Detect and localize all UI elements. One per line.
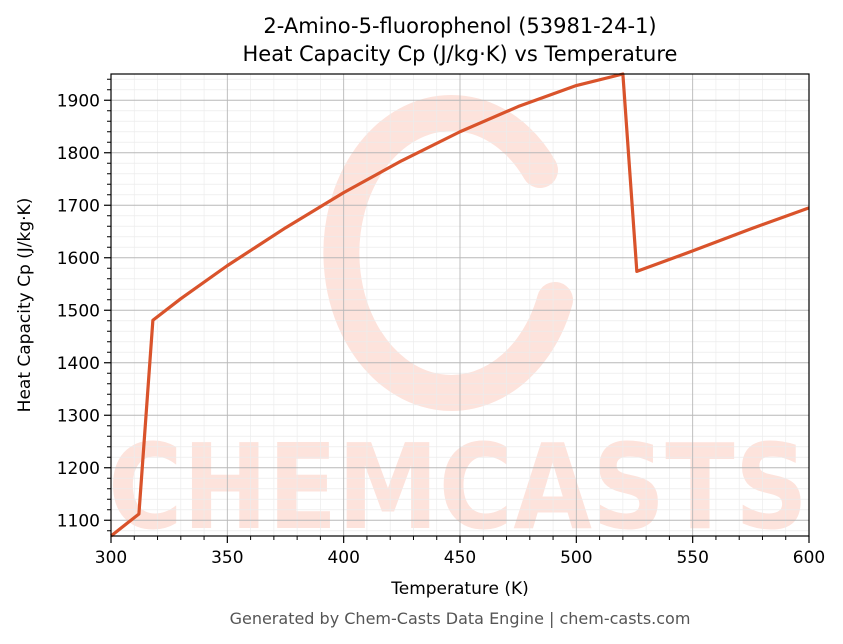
- y-tick-label: 1600: [57, 249, 100, 269]
- y-axis-ticks: 1100 1200 1300 1400 1500 1600 1700 1800 1900: [57, 78, 111, 532]
- x-tick-label: 500: [560, 548, 592, 568]
- x-tick-label: 350: [211, 548, 243, 568]
- major-grid: [110, 74, 810, 536]
- y-tick-label: 1500: [57, 301, 100, 321]
- chart-subtitle: Heat Capacity Cp (J/kg·K) vs Temperature: [243, 42, 678, 66]
- x-tick-label: 550: [676, 548, 708, 568]
- x-tick-label: 600: [793, 548, 825, 568]
- footer-credit: Generated by Chem-Casts Data Engine | ch…: [230, 609, 691, 628]
- y-tick-label: 1900: [57, 91, 100, 111]
- watermark: CHEMCASTS: [108, 95, 808, 556]
- x-axis-label: Temperature (K): [390, 579, 529, 599]
- x-axis-ticks: 300 350 400 450 500 550 600: [95, 536, 825, 568]
- x-tick-label: 400: [327, 548, 359, 568]
- watermark-text: CHEMCASTS: [108, 418, 808, 556]
- y-tick-label: 1200: [57, 459, 100, 479]
- y-tick-label: 1700: [57, 196, 100, 216]
- series-line: [110, 72, 810, 538]
- y-tick-label: 1100: [57, 511, 100, 531]
- y-tick-label: 1400: [57, 354, 100, 374]
- watermark-logo-arc: [323, 95, 573, 411]
- y-axis-label: Heat Capacity Cp (J/kg·K): [15, 198, 35, 413]
- y-tick-label: 1300: [57, 406, 100, 426]
- x-tick-label: 450: [444, 548, 476, 568]
- x-tick-label: 300: [95, 548, 127, 568]
- y-tick-label: 1800: [57, 144, 100, 164]
- chart-title: 2-Amino-5-fluorophenol (53981-24-1): [263, 14, 656, 38]
